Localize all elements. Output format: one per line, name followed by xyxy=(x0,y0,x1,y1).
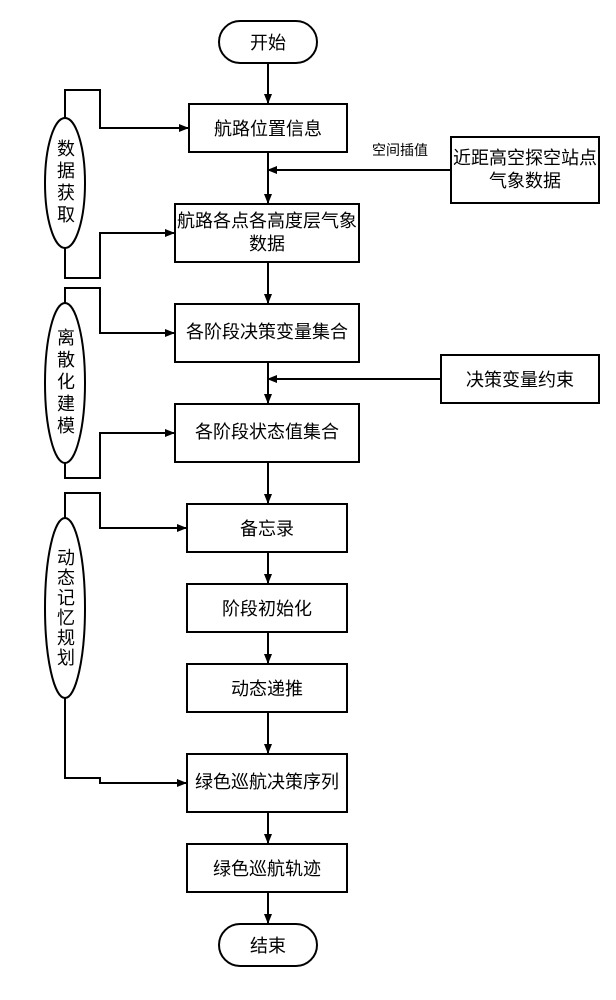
start-terminator: 开始 xyxy=(218,20,318,64)
node-memo: 备忘录 xyxy=(186,503,348,553)
n3-label: 各阶段决策变量集合 xyxy=(186,321,348,344)
node-route-altitude-weather: 航路各点各高度层气象数据 xyxy=(174,203,360,263)
n5-label: 备忘录 xyxy=(240,515,294,541)
p3-label: 动态记忆规划 xyxy=(52,548,78,668)
interp-label: 空间插值 xyxy=(372,144,428,159)
start-label: 开始 xyxy=(250,29,286,55)
n7-label: 动态递推 xyxy=(231,675,303,701)
node-green-cruise-trajectory: 绿色巡航轨迹 xyxy=(186,843,348,893)
node-decision-variable-set: 各阶段决策变量集合 xyxy=(174,303,360,363)
node-decision-constraints: 决策变量约束 xyxy=(440,354,600,404)
n2-label: 航路各点各高度层气象数据 xyxy=(176,210,358,257)
phase-label-discrete-modeling: 离散化建模 xyxy=(45,303,85,463)
right1-label: 近距高空探空站点气象数据 xyxy=(452,147,598,194)
node-nearby-station-weather: 近距高空探空站点气象数据 xyxy=(450,136,600,204)
phase-label-data-acquisition: 数据获取 xyxy=(45,118,85,248)
node-route-position: 航路位置信息 xyxy=(188,103,348,153)
end-terminator: 结束 xyxy=(218,923,318,967)
node-state-value-set: 各阶段状态值集合 xyxy=(174,403,360,463)
p1-label: 数据获取 xyxy=(52,139,78,227)
end-label: 结束 xyxy=(250,932,286,958)
node-dynamic-recursion: 动态递推 xyxy=(186,663,348,713)
node-stage-init: 阶段初始化 xyxy=(186,583,348,633)
n9-label: 绿色巡航轨迹 xyxy=(213,855,321,881)
right2-label: 决策变量约束 xyxy=(466,366,574,392)
phase-label-dynamic-memo-planning: 动态记忆规划 xyxy=(45,518,85,698)
n6-label: 阶段初始化 xyxy=(222,595,312,621)
edge-label-spatial-interp: 空间插值 xyxy=(372,140,428,160)
n4-label: 各阶段状态值集合 xyxy=(195,421,339,444)
flowchart-canvas: 开始 航路位置信息 近距高空探空站点气象数据 航路各点各高度层气象数据 各阶段决… xyxy=(0,0,616,1000)
n8-label: 绿色巡航决策序列 xyxy=(195,771,339,794)
p2-label: 离散化建模 xyxy=(52,328,78,438)
node-green-cruise-decision: 绿色巡航决策序列 xyxy=(186,753,348,813)
n1-label: 航路位置信息 xyxy=(214,115,322,141)
